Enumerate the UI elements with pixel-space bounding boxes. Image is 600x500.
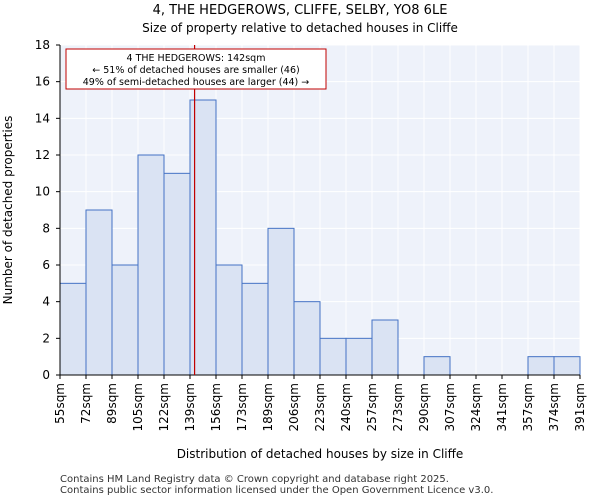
x-tick-label: 189sqm <box>261 383 275 431</box>
x-tick-label: 206sqm <box>287 383 301 431</box>
footer-line-1: Contains HM Land Registry data © Crown c… <box>60 474 449 485</box>
plot-area: 0 2 4 6 8 10 12 14 16 18 55sqm 72sqm 89sqm 105sqm 122s… <box>35 38 587 431</box>
x-tick-label: 257sqm <box>365 383 379 431</box>
x-tick-label: 139sqm <box>183 383 197 431</box>
histogram-bar <box>137 154 165 376</box>
x-tick-label: 324sqm <box>469 383 483 431</box>
y-tick-label: 8 <box>42 221 50 235</box>
x-tick-label: 72sqm <box>79 383 93 424</box>
footer-line-2: Contains public sector information licen… <box>60 485 494 496</box>
histogram-bar <box>189 99 217 376</box>
x-tick-label: 273sqm <box>391 383 405 431</box>
y-axis-label: Number of detached properties <box>1 116 15 305</box>
y-tick-label: 10 <box>35 185 50 199</box>
histogram-bar <box>371 319 399 376</box>
y-tick-label: 0 <box>42 368 50 382</box>
histogram-bar <box>423 356 451 376</box>
x-axis-label: Distribution of detached houses by size … <box>177 447 464 461</box>
x-tick-label: 374sqm <box>547 383 561 431</box>
y-tick-label: 14 <box>35 111 50 125</box>
x-tick-label: 55sqm <box>53 383 67 424</box>
x-tick-label: 105sqm <box>131 383 145 431</box>
y-tick-label: 16 <box>35 75 50 89</box>
histogram-bar <box>59 282 87 376</box>
histogram-bar <box>241 282 269 376</box>
x-tick-label: 290sqm <box>417 383 431 431</box>
histogram-bar <box>345 337 373 376</box>
histogram-bar <box>163 172 191 376</box>
annotation-line-2: ← 51% of detached houses are smaller (46… <box>92 65 299 76</box>
histogram-bar <box>553 356 581 376</box>
annotation-line-1: 4 THE HEDGEROWS: 142sqm <box>127 53 266 64</box>
histogram-bar <box>267 227 295 376</box>
histogram-bar <box>85 209 113 376</box>
x-tick-label: 240sqm <box>339 383 353 431</box>
y-tick-label: 2 <box>42 331 50 345</box>
y-tick-label: 18 <box>35 38 50 52</box>
y-tick-label: 12 <box>35 148 50 162</box>
x-tick-label: 156sqm <box>209 383 223 431</box>
x-tick-label: 357sqm <box>521 383 535 431</box>
y-tick-label: 4 <box>42 295 50 309</box>
histogram-bar <box>319 337 347 376</box>
y-tick-label: 6 <box>42 258 50 272</box>
x-tick-label: 122sqm <box>157 383 171 431</box>
chart-title: 4, THE HEDGEROWS, CLIFFE, SELBY, YO8 6LE <box>153 3 448 18</box>
x-tick-label: 341sqm <box>495 383 509 431</box>
x-tick-label: 307sqm <box>443 383 457 431</box>
x-tick-label: 89sqm <box>105 383 119 424</box>
x-tick-label: 223sqm <box>313 383 327 431</box>
histogram-bar <box>215 264 243 376</box>
histogram-bar <box>293 301 321 376</box>
histogram-bar <box>527 356 555 376</box>
annotation-box <box>65 48 327 90</box>
histogram-chart: 4, THE HEDGEROWS, CLIFFE, SELBY, YO8 6LE… <box>1 3 587 461</box>
x-tick-label: 173sqm <box>235 383 249 431</box>
x-tick-label: 391sqm <box>573 383 587 431</box>
annotation-line-3: 49% of semi-detached houses are larger (… <box>83 77 310 88</box>
chart-subtitle: Size of property relative to detached ho… <box>142 21 458 35</box>
histogram-bar <box>111 264 139 376</box>
